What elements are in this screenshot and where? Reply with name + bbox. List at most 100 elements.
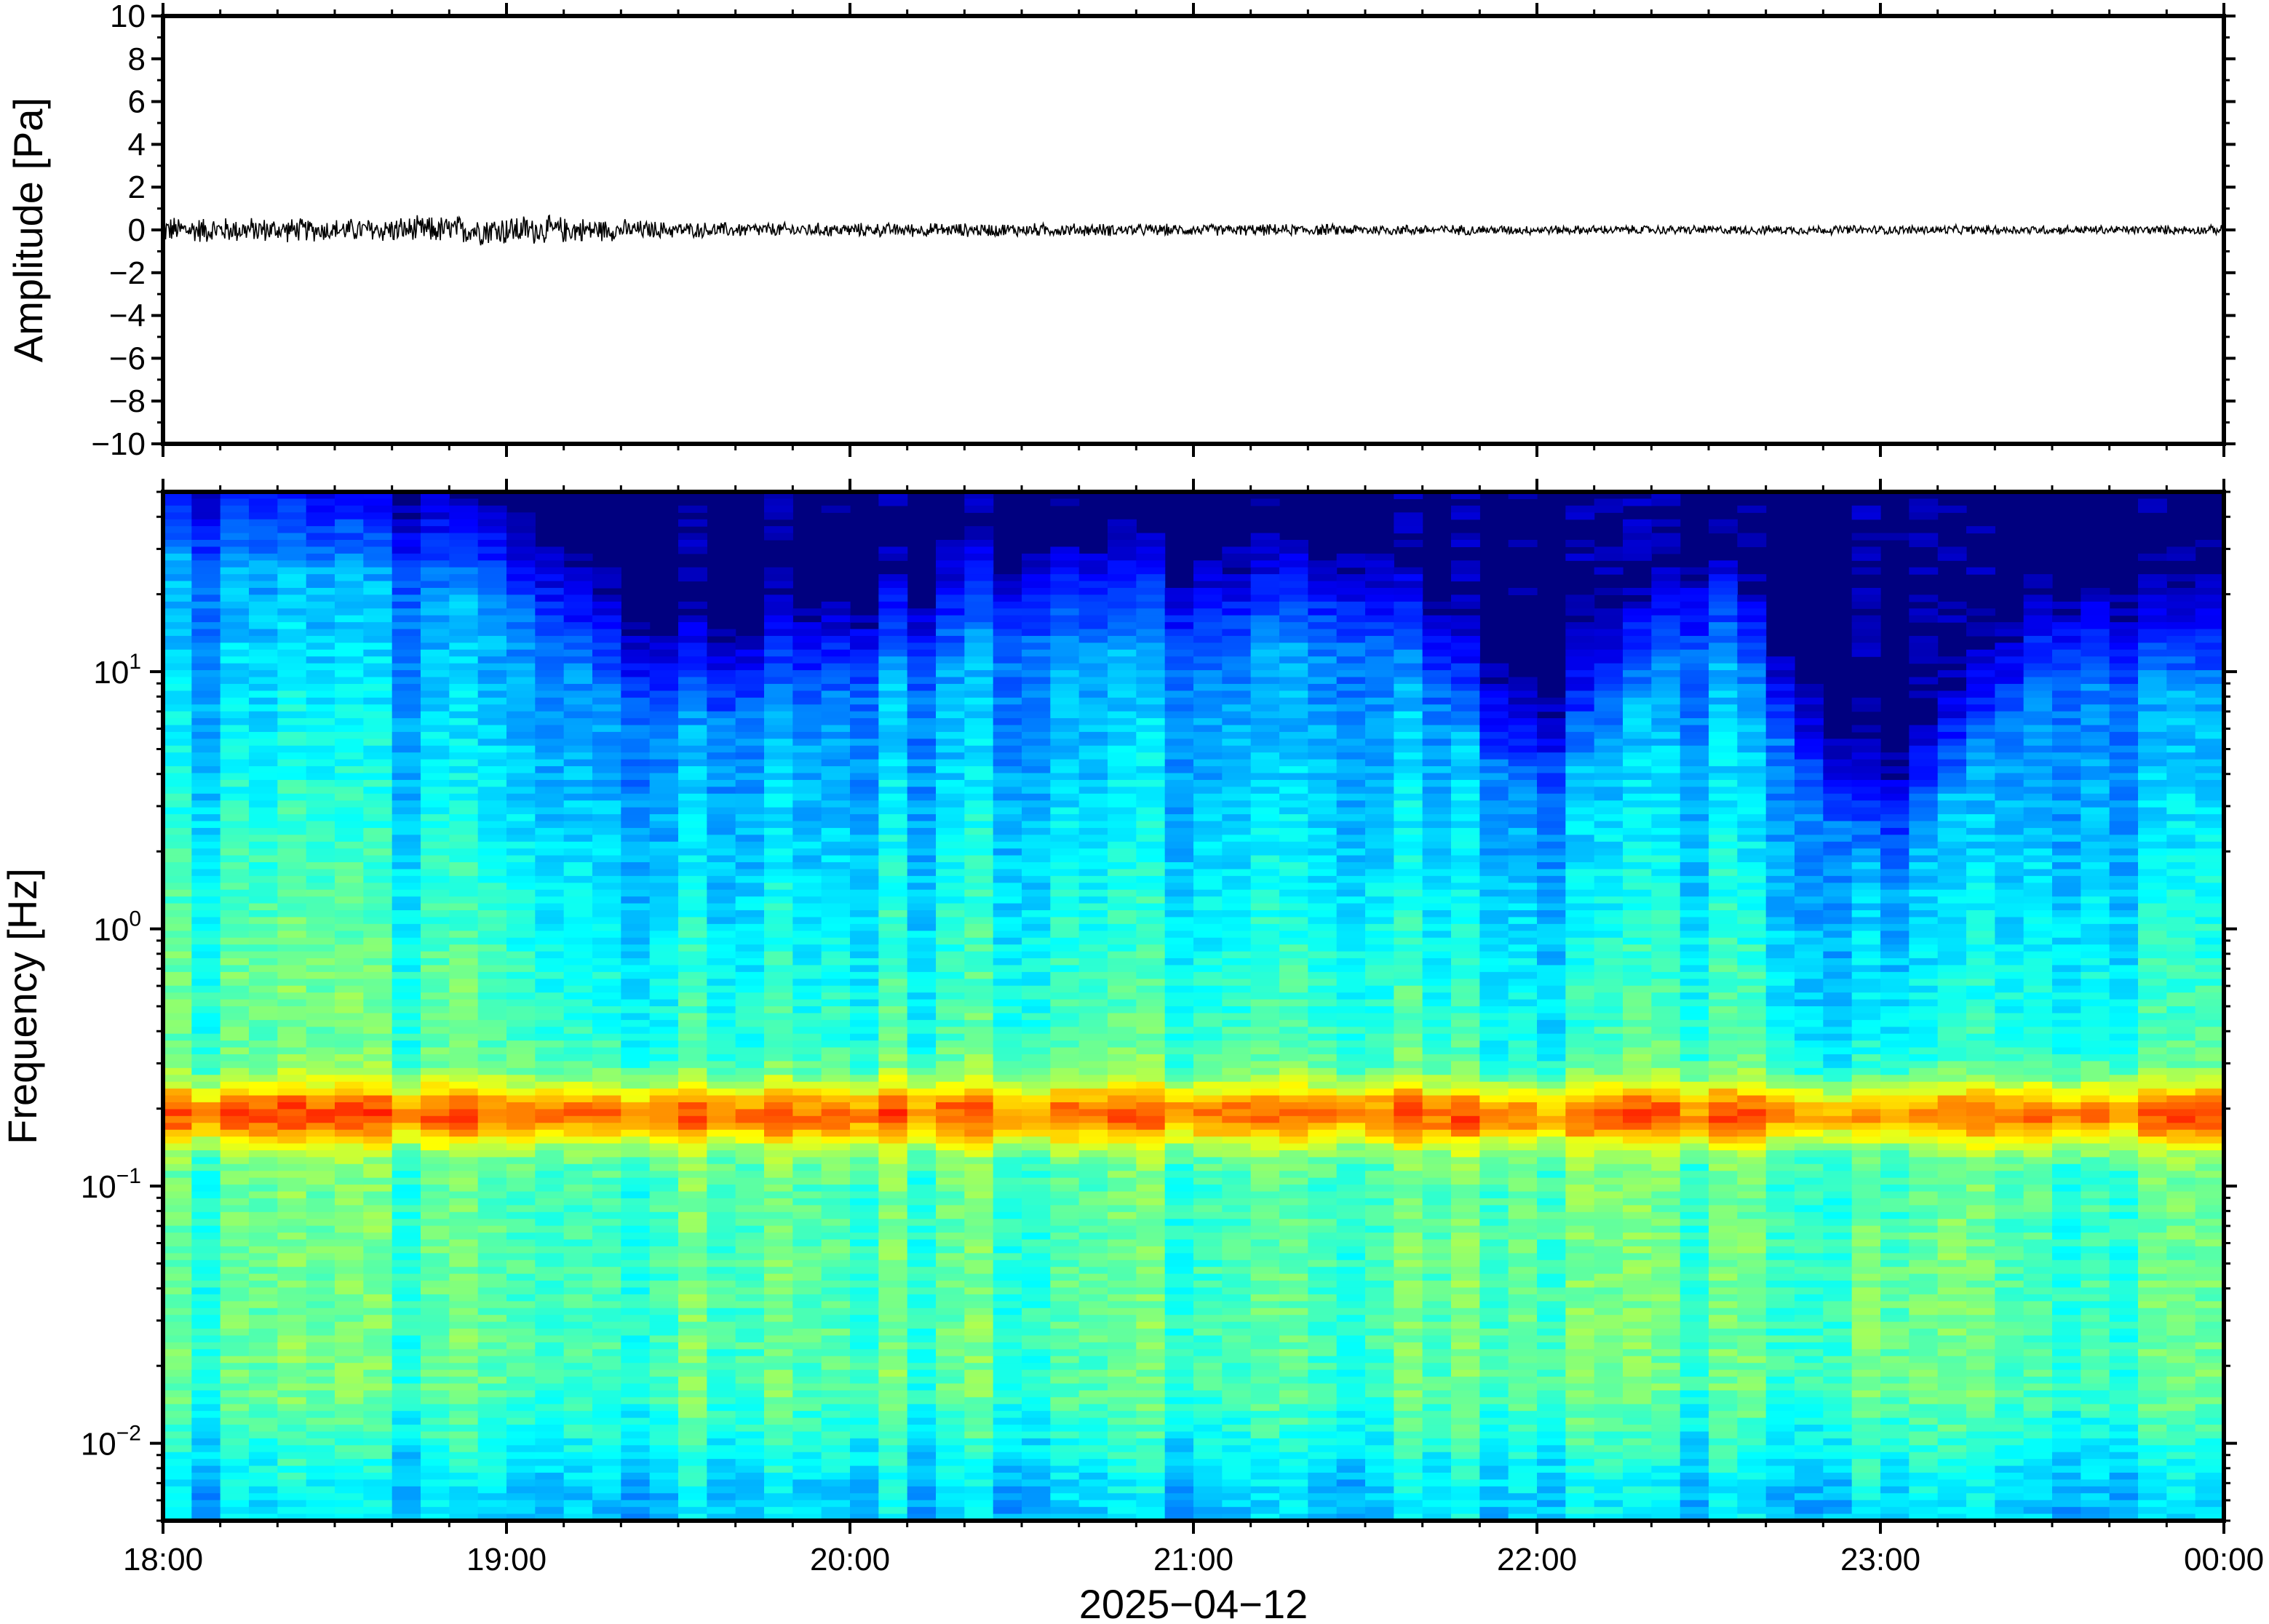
- spectrogram-cell: [735, 992, 765, 1000]
- spectrogram-cell: [821, 896, 851, 904]
- spectrogram-cell: [678, 814, 707, 822]
- spectrogram-cell: [1022, 1143, 1051, 1151]
- spectrogram-cell: [1108, 917, 1137, 925]
- spectrogram-cell: [477, 635, 507, 643]
- spectrogram-cell: [449, 683, 479, 691]
- spectrogram-cell: [1050, 1287, 1080, 1295]
- spectrogram-cell: [821, 841, 851, 849]
- spectrogram-cell: [993, 1109, 1022, 1117]
- spectrogram-cell: [563, 1486, 593, 1494]
- spectrogram-cell: [335, 971, 364, 979]
- spectrogram-cell: [220, 752, 250, 760]
- spectrogram-cell: [306, 1315, 335, 1323]
- spectrogram-cell: [964, 1211, 994, 1219]
- spectrogram-cell: [735, 979, 765, 987]
- spectrogram-cell: [563, 1109, 593, 1117]
- spectrogram-cell: [449, 1019, 479, 1027]
- spectrogram-cell: [964, 985, 994, 993]
- spectrogram-cell: [678, 1321, 707, 1329]
- spectrogram-cell: [621, 1129, 651, 1137]
- spectrogram-cell: [964, 677, 994, 685]
- spectrogram-cell: [421, 649, 450, 657]
- spectrogram-cell: [1022, 1033, 1051, 1041]
- spectrogram-cell: [936, 1390, 965, 1398]
- spectrogram-cell: [592, 629, 621, 637]
- spectrogram-cell: [306, 1425, 335, 1433]
- spectrogram-cell: [964, 800, 994, 808]
- spectrogram-cell: [678, 739, 707, 747]
- spectrogram-cell: [1078, 1219, 1108, 1227]
- spectrogram-cell: [678, 759, 707, 767]
- spectrogram-cell: [621, 1377, 651, 1385]
- spectrogram-cell: [392, 944, 421, 952]
- spectrogram-cell: [363, 1088, 393, 1096]
- spectrogram-cell: [821, 1239, 851, 1247]
- spectrogram-cell: [449, 766, 479, 774]
- spectrogram-cell: [964, 492, 994, 500]
- spectrogram-cell: [1136, 670, 1166, 678]
- spectrogram-cell: [277, 731, 307, 739]
- spectrogram-cell: [936, 601, 965, 609]
- spectrogram-cell: [621, 1198, 651, 1206]
- spectrogram-cell: [850, 1177, 879, 1185]
- spectrogram-cell: [764, 841, 793, 849]
- spectrogram-cell: [993, 1479, 1022, 1487]
- spectrogram-cell: [563, 739, 593, 747]
- spectrogram-cell: [220, 889, 250, 897]
- spectrogram-cell: [392, 560, 421, 568]
- spectrogram-cell: [363, 1500, 393, 1508]
- spectrogram-cell: [535, 1239, 565, 1247]
- spectrogram-cell: [621, 917, 651, 925]
- spectrogram-cell: [449, 1013, 479, 1021]
- spectrogram-cell: [1108, 958, 1137, 966]
- spectrogram-cell: [421, 560, 450, 568]
- spectrogram-cell: [277, 546, 307, 554]
- spectrogram-cell: [936, 1493, 965, 1501]
- spectrogram-cell: [649, 917, 679, 925]
- spectrogram-cell: [1078, 1109, 1108, 1117]
- spectrogram-cell: [1078, 1281, 1108, 1289]
- spectrogram-cell: [764, 718, 793, 726]
- spectrogram-cell: [678, 951, 707, 959]
- spectrogram-cell: [821, 1259, 851, 1267]
- spectrogram-cell: [850, 711, 879, 719]
- spectrogram-cell: [449, 1027, 479, 1035]
- spectrogram-cell: [477, 1163, 507, 1171]
- spectrogram-cell: [735, 1075, 765, 1083]
- spectrogram-cell: [621, 663, 651, 671]
- spectrogram-cell: [163, 731, 192, 739]
- spectrogram-cell: [277, 1369, 307, 1377]
- spectrogram-cell: [477, 1081, 507, 1089]
- spectrogram-cell: [993, 1211, 1022, 1219]
- spectrogram-cell: [306, 1307, 335, 1315]
- spectrogram-cell: [563, 1287, 593, 1295]
- spectrogram-cell: [535, 951, 565, 959]
- spectrogram-cell: [506, 1150, 536, 1158]
- spectrogram-cell: [449, 745, 479, 753]
- spectrogram-cell: [506, 711, 536, 719]
- spectrogram-cell: [220, 1301, 250, 1309]
- spectrogram-cell: [191, 1445, 221, 1453]
- spectrogram-cell: [678, 622, 707, 630]
- spectrogram-cell: [163, 903, 192, 911]
- spectrogram-cell: [220, 1219, 250, 1227]
- spectrogram-cell: [449, 635, 479, 643]
- spectrogram-cell: [764, 999, 793, 1007]
- spectrogram-cell: [163, 779, 192, 787]
- spectrogram-cell: [306, 793, 335, 801]
- spectrogram-cell: [707, 835, 736, 843]
- spectrogram-cell: [592, 1109, 621, 1117]
- spectrogram-cell: [878, 800, 908, 808]
- spectrogram-cell: [1050, 855, 1080, 863]
- spectrogram-cell: [306, 711, 335, 719]
- spectrogram-cell: [563, 1349, 593, 1357]
- spectrogram-cell: [907, 855, 937, 863]
- spectrogram-cell: [506, 594, 536, 602]
- spectrogram-cell: [592, 1397, 621, 1405]
- spectrogram-cell: [964, 629, 994, 637]
- spectrogram-cell: [191, 1425, 221, 1433]
- spectrogram-cell: [249, 1507, 278, 1515]
- spectrogram-cell: [936, 677, 965, 685]
- spectrogram-cell: [277, 889, 307, 897]
- spectrogram-cell: [477, 917, 507, 925]
